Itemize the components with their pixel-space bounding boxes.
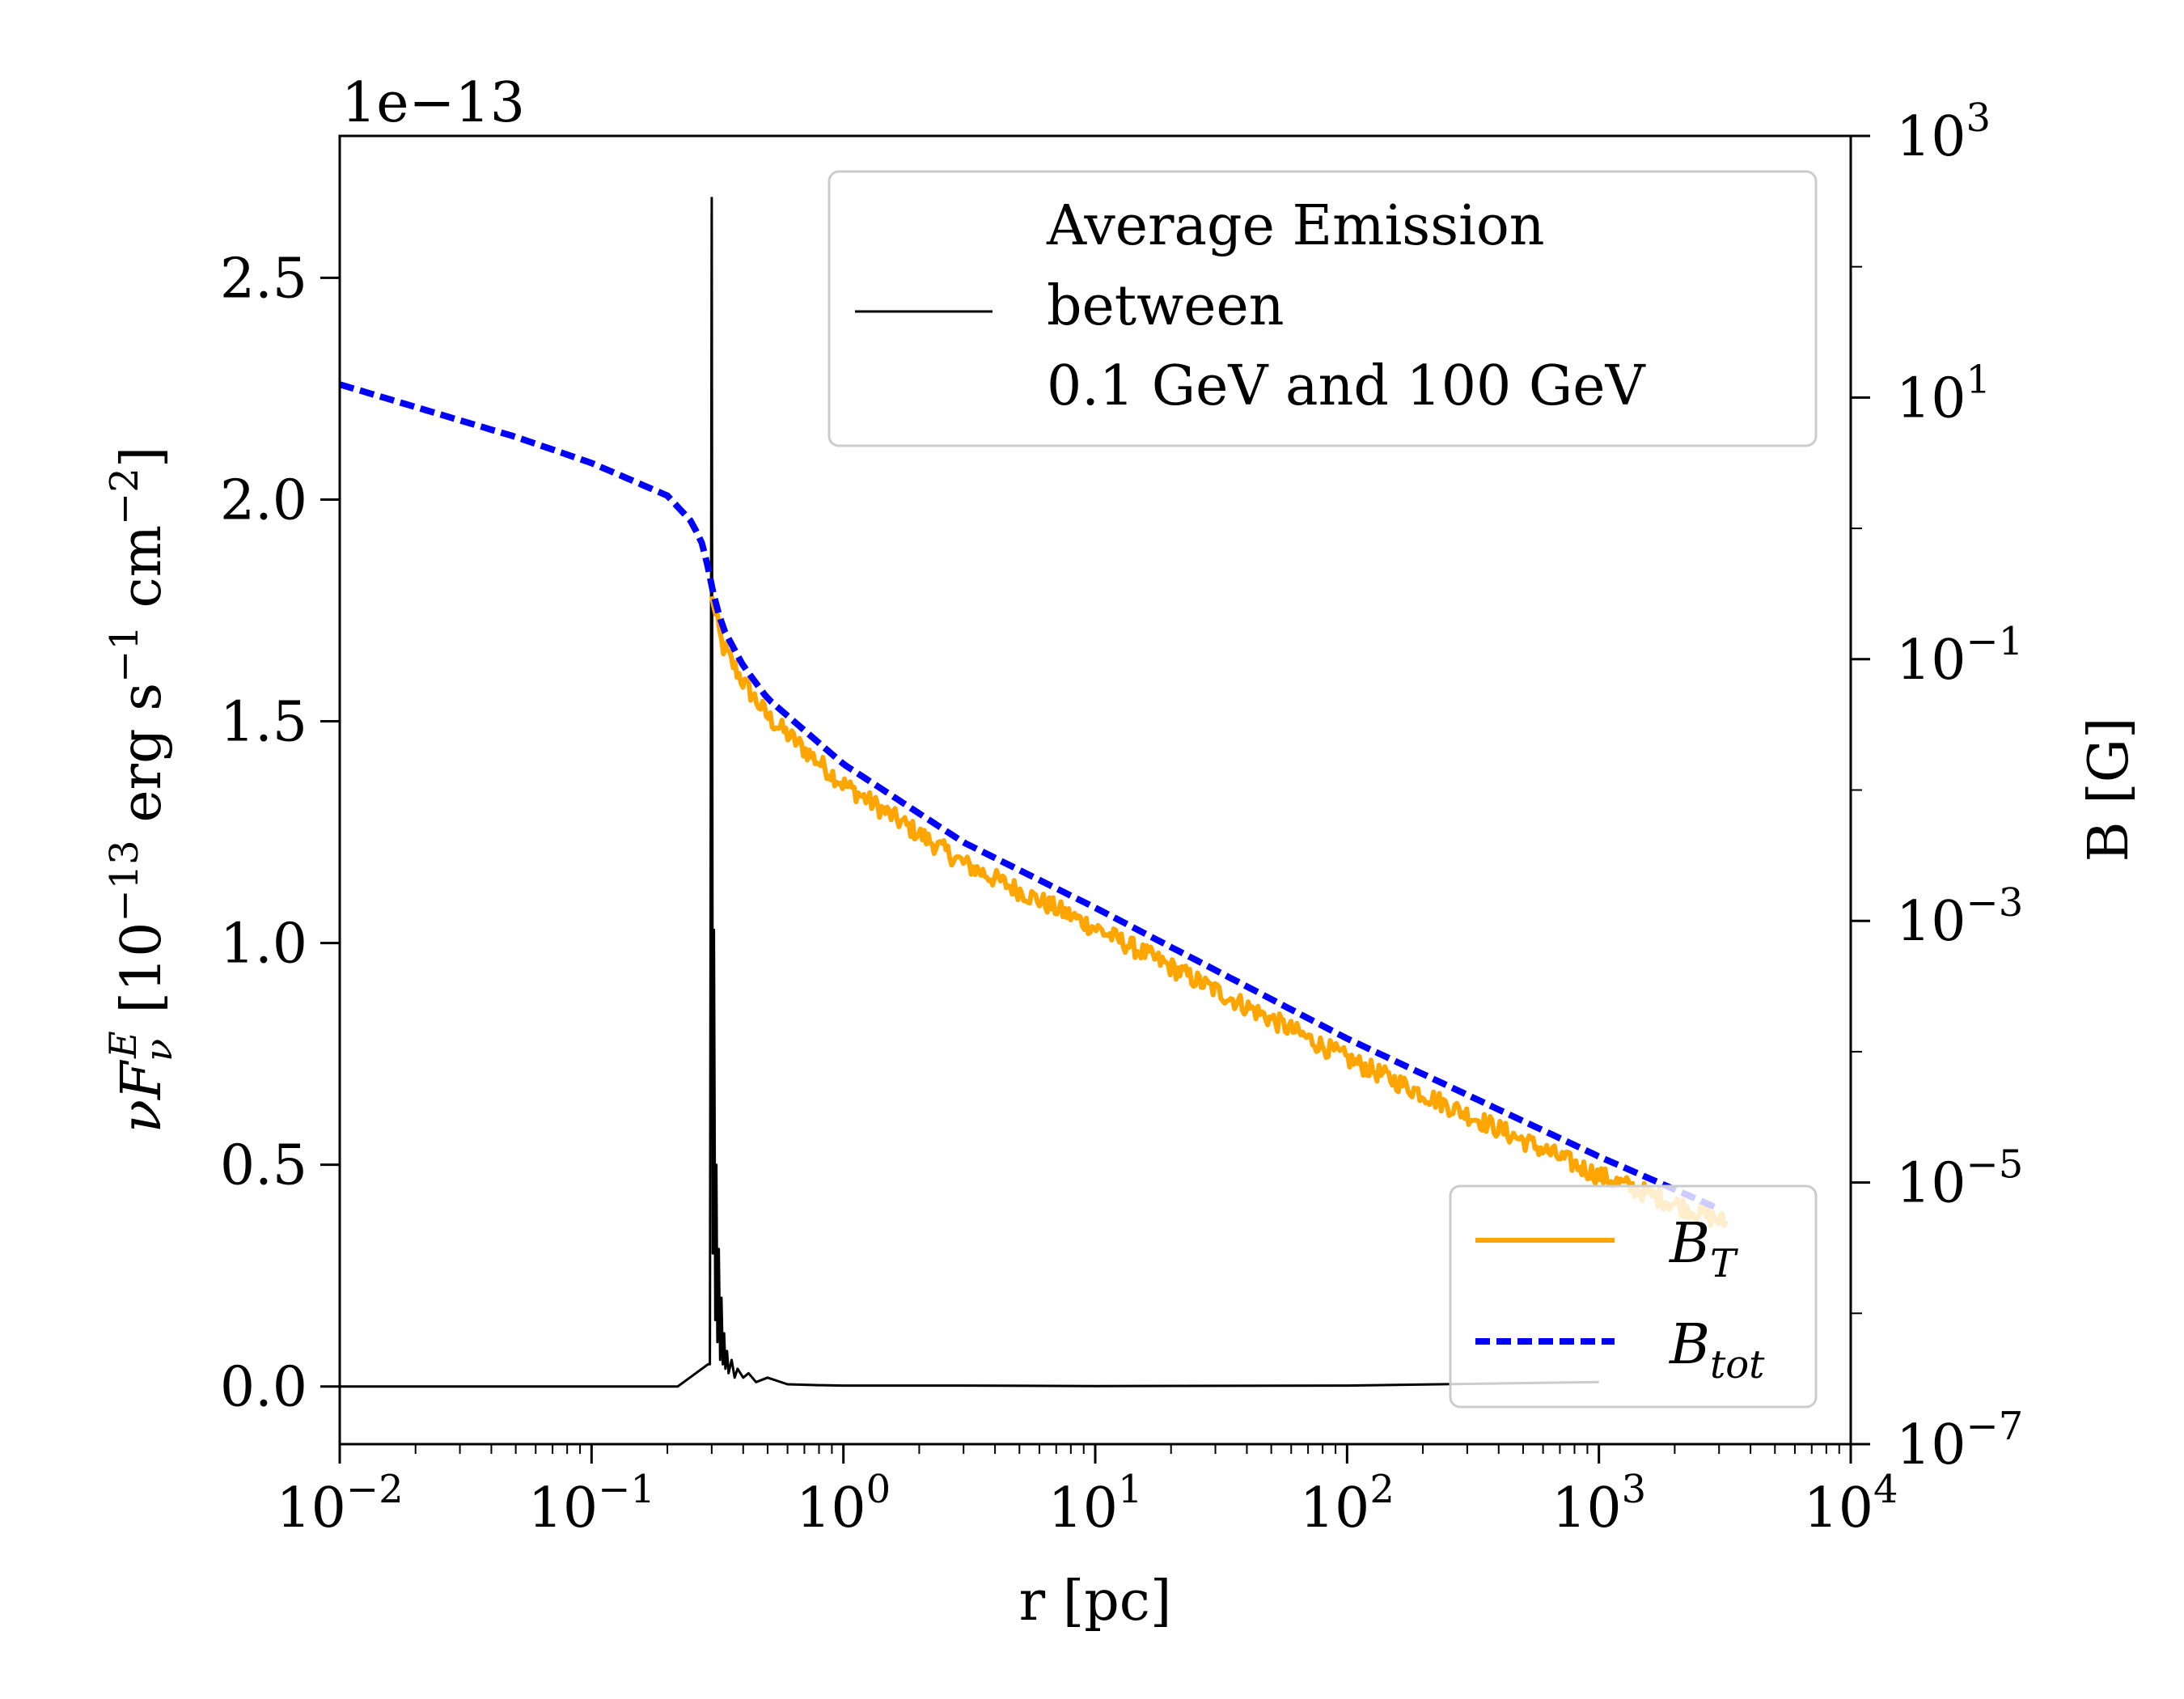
legend-emission: Average Emission between 0.1 GeV and 100… — [827, 170, 1818, 447]
units-exp-2: −1 — [102, 625, 147, 683]
legend-btot-sub: tot — [1710, 1342, 1765, 1388]
flux-subscript: ν — [137, 1039, 180, 1061]
legend-btot-label: Btot — [1668, 1313, 1765, 1388]
legend-btot-base: B — [1668, 1313, 1710, 1377]
right-y-tick-label: 10−5 — [1896, 1142, 2023, 1216]
series-average-emission — [340, 197, 1599, 1388]
nu-symbol: ν — [110, 1099, 174, 1133]
left-y-tick-label: 0.5 — [220, 1134, 307, 1198]
legend-bt-label: BT — [1668, 1212, 1738, 1286]
left-y-tick-label: 0.0 — [220, 1356, 307, 1420]
legend-emission-box — [827, 170, 1818, 447]
right-y-tick-label: 101 — [1896, 357, 1991, 430]
units-erg: erg s — [110, 683, 174, 840]
units-exp-1: −13 — [102, 840, 147, 922]
left-y-tick-label: 2.0 — [220, 468, 307, 532]
offset-text: 1e−13 — [341, 71, 525, 135]
legend-emission-line-3: 0.1 GeV and 100 GeV — [1047, 354, 1646, 418]
units-exp-3: −2 — [102, 468, 147, 525]
legend-bt-base: B — [1668, 1212, 1710, 1276]
x-tick-label: 102 — [1300, 1467, 1395, 1540]
units-open: [10 — [110, 922, 174, 1032]
left-y-axis-title: νFνE [10−13 erg s−1 cm−2] — [101, 447, 180, 1133]
right-y-axis: 10−7 10−5 10−3 10−1 101 103 — [1851, 95, 2023, 1477]
x-tick-label: 10−1 — [528, 1467, 655, 1540]
right-y-tick-label: 10−7 — [1896, 1404, 2023, 1477]
units-cm: cm — [110, 525, 174, 625]
x-tick-label: 104 — [1803, 1467, 1898, 1540]
x-axis: 10−2 10−1 100 101 102 103 104 — [276, 1444, 1898, 1540]
right-y-tick-label: 10−3 — [1896, 880, 2023, 954]
right-y-tick-label: 10−1 — [1896, 619, 2023, 693]
series-layer — [340, 197, 1729, 1388]
x-tick-label: 10−2 — [276, 1467, 403, 1540]
x-tick-label: 100 — [796, 1467, 891, 1540]
units-close: ] — [110, 447, 174, 468]
legend-emission-line-1: Average Emission — [1046, 194, 1545, 258]
legend-bt-sub: T — [1710, 1241, 1738, 1286]
flux-symbol: F — [110, 1059, 174, 1101]
legend-emission-line-2: between — [1047, 274, 1285, 338]
legend-magnetic: BT Btot — [1449, 1184, 1818, 1409]
left-y-tick-label: 1.5 — [220, 691, 307, 755]
series-b-tot — [340, 381, 1721, 1212]
x-tick-label: 101 — [1048, 1467, 1142, 1540]
series-b-t — [709, 595, 1729, 1229]
left-y-tick-label: 2.5 — [220, 247, 307, 311]
x-axis-title: r [pc] — [1019, 1570, 1172, 1633]
left-y-tick-label: 1.0 — [220, 913, 307, 977]
x-tick-label: 103 — [1551, 1467, 1646, 1540]
left-y-axis: 0.0 0.5 1.0 1.5 2.0 2.5 — [220, 247, 340, 1420]
flux-superscript: E — [101, 1031, 145, 1059]
right-y-tick-label: 103 — [1896, 95, 1991, 169]
right-y-axis-title: B [G] — [2077, 718, 2141, 862]
